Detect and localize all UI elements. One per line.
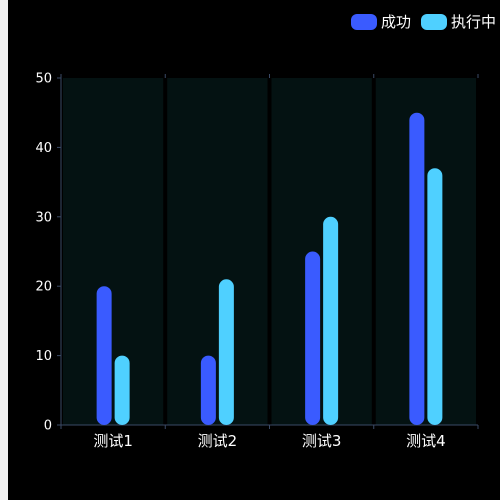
bar-success-3: [305, 251, 321, 425]
y-tick-label: 40: [35, 141, 52, 156]
y-tick-label: 50: [35, 72, 52, 87]
legend-swatch-success: [350, 14, 377, 30]
category-band-2: [167, 78, 268, 425]
legend-label-running: 执行中: [450, 13, 496, 31]
bar-running-4: [427, 168, 443, 425]
category-band-3: [271, 78, 372, 425]
y-tick-label: 20: [35, 280, 52, 295]
category-band-1: [63, 78, 164, 425]
legend-item-running[interactable]: 执行中: [420, 12, 496, 32]
y-tick-label: 30: [35, 210, 52, 225]
bar-success-4: [409, 112, 425, 425]
legend-item-success[interactable]: 成功: [350, 12, 411, 32]
bar-running-2: [218, 279, 234, 425]
left-edge-strip: [0, 0, 8, 500]
bar-success-1: [96, 286, 112, 425]
y-tick-label: 10: [35, 349, 52, 364]
bar-success-2: [200, 355, 216, 425]
bar-running-1: [114, 355, 130, 425]
chart-legend: 成功 执行中: [350, 12, 496, 32]
bar-running-3: [323, 216, 339, 425]
x-category-label: 测试2: [198, 432, 238, 450]
legend-swatch-running: [420, 14, 447, 30]
x-category-label: 测试4: [406, 432, 446, 450]
y-tick-label: 0: [44, 419, 52, 434]
x-category-label: 测试3: [302, 432, 342, 450]
x-category-label: 测试1: [93, 432, 133, 450]
legend-label-success: 成功: [380, 13, 411, 31]
category-band-4: [375, 78, 476, 425]
